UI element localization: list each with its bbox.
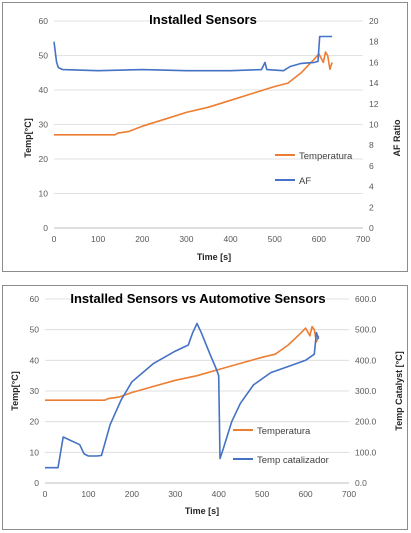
x-tick-label: 700: [342, 489, 356, 499]
x-tick-label: 300: [168, 489, 182, 499]
y2-tick-label: 600.0: [355, 294, 377, 304]
y2-axis-title: Temp Catalyst [°C]: [394, 351, 404, 430]
y2-tick-label: 0.0: [355, 478, 367, 488]
chart-panel-installed-vs-automotive: 0 10 20 30 40 50 60 0.0 100.0 200.0 300.0 400.0 500.…: [2, 285, 408, 530]
y2-tick-label: 100.0: [355, 447, 377, 457]
y2-tick-label: 400.0: [355, 355, 377, 365]
x-tick-label: 0: [43, 489, 48, 499]
series-line-temp-catalizador: [45, 322, 320, 469]
x-tick-label: 400: [223, 234, 237, 244]
y2-tick-label: 300.0: [355, 386, 377, 396]
x-tick-label: 400: [212, 489, 226, 499]
x-tick-label: 700: [356, 234, 370, 244]
y2-tick-label: 12: [369, 99, 379, 109]
series-line-af: [53, 35, 333, 72]
y-tick-label: 60: [30, 294, 40, 304]
y2-tick-label: 6: [369, 161, 374, 171]
chart-title: Installed Sensors: [149, 12, 257, 27]
y2-tick-label: 0: [369, 223, 374, 233]
x-tick-label: 600: [312, 234, 326, 244]
chart-installed-vs-automotive: 01020304050600.0100.0200.0300.0400.0500.…: [10, 291, 404, 516]
chart-panel-installed-sensors: 0 10 20 30 40 50 60 0 2 4 6 8 10 12 14 16 18 20 0 100 200 300…: [2, 2, 408, 272]
y2-tick-label: 8: [369, 140, 374, 150]
y2-axis-title: AF Ratio: [392, 119, 402, 157]
x-tick-label: 100: [81, 489, 95, 499]
y-tick-label: 40: [30, 355, 40, 365]
y-tick-label: 30: [30, 386, 40, 396]
x-tick-label: 300: [179, 234, 193, 244]
chart-title: Installed Sensors vs Automotive Sensors: [70, 291, 325, 306]
legend-label-af: AF: [299, 176, 311, 187]
y-tick-label: 50: [39, 51, 49, 61]
y-tick-label: 50: [30, 325, 40, 335]
x-axis-title: Time [s]: [197, 252, 231, 262]
legend-label-temp-catalizador: Temp catalizador: [257, 455, 329, 466]
x-tick-label: 0: [52, 234, 57, 244]
legend-label-temperatura: Temperatura: [257, 426, 311, 437]
y2-tick-label: 4: [369, 182, 374, 192]
y2-tick-label: 20: [369, 16, 379, 26]
y-tick-label: 60: [39, 16, 49, 26]
series-line-temperatura: [45, 325, 320, 401]
y-tick-label: 40: [39, 85, 49, 95]
y-axis-title: Temp[°C]: [10, 371, 20, 410]
y-axis-title: Temp[°C]: [23, 118, 33, 157]
x-tick-label: 100: [91, 234, 105, 244]
x-axis-title: Time [s]: [185, 506, 219, 516]
x-tick-label: 200: [135, 234, 149, 244]
y-tick-label: 20: [30, 417, 40, 427]
y2-tick-label: 10: [369, 120, 379, 130]
x-tick-label: 500: [268, 234, 282, 244]
x-tick-label: 200: [125, 489, 139, 499]
y2-tick-label: 16: [369, 57, 379, 67]
y-tick-label: 10: [30, 447, 40, 457]
y-tick-label: 20: [39, 154, 49, 164]
x-tick-label: 600: [298, 489, 312, 499]
y-tick-label: 30: [39, 120, 49, 130]
x-tick-label: 500: [255, 489, 269, 499]
y2-tick-label: 200.0: [355, 417, 377, 427]
series-line-temperatura: [54, 51, 333, 136]
y2-tick-label: 14: [369, 78, 379, 88]
y-tick-label: 0: [34, 478, 39, 488]
y-tick-label: 0: [43, 223, 48, 233]
legend-label-temperatura: Temperatura: [299, 151, 353, 162]
y2-tick-label: 2: [369, 202, 374, 212]
y2-tick-label: 500.0: [355, 325, 377, 335]
y2-tick-label: 18: [369, 37, 379, 47]
y-tick-label: 10: [39, 189, 49, 199]
